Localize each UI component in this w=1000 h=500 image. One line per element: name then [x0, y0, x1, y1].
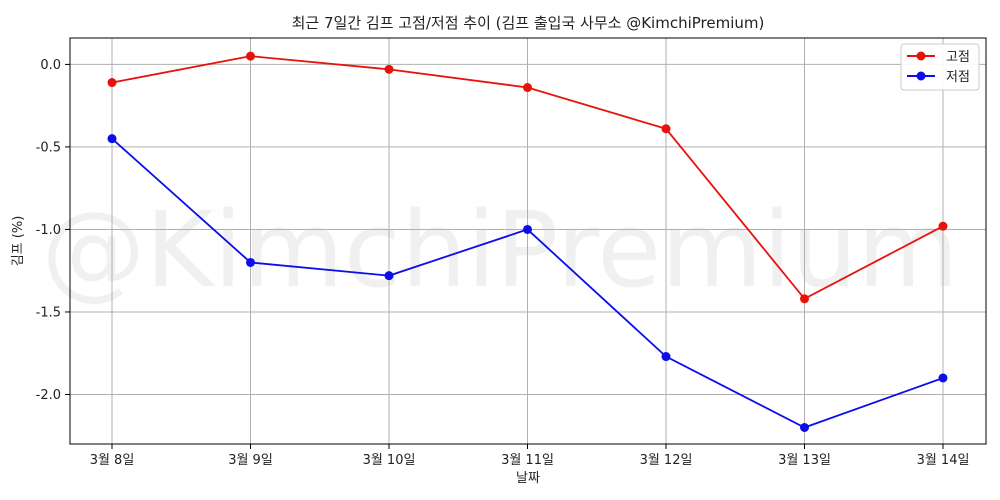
x-tick-label: 3월 11일	[501, 453, 554, 468]
legend: 고점 저점	[900, 43, 980, 91]
y-tick-label: -1.5	[36, 305, 61, 320]
data-point-low	[107, 134, 117, 144]
y-tick-label: -2.0	[36, 388, 61, 403]
x-axis-label: 날짜	[516, 471, 540, 486]
y-tick-label: -1.0	[36, 223, 61, 238]
data-point-high	[523, 83, 532, 93]
data-point-low	[800, 422, 809, 432]
legend-label-high: 고점	[946, 50, 970, 65]
legend-marker-dot-high	[916, 51, 926, 61]
chart-title: 최근 7일간 김프 고점/저점 추이 (김프 출입국 사무소 @KimchiPr…	[292, 14, 765, 32]
series-group	[107, 51, 948, 432]
axis-ticks: 3월 8일 3월 9일 3월 10일 3월 11일 3월 12일 3월 13일 3월 14일…	[36, 58, 970, 468]
data-point-low	[661, 352, 671, 362]
x-tick-label: 3월 14일	[917, 453, 970, 468]
legend-marker-dot-low	[916, 71, 926, 81]
y-tick-label: -0.5	[36, 140, 61, 155]
data-point-low	[523, 224, 532, 234]
data-point-high	[384, 64, 394, 74]
x-tick-label: 3월 12일	[640, 453, 693, 468]
x-tick-label: 3월 8일	[90, 453, 135, 468]
data-point-high	[661, 124, 671, 134]
data-point-low	[384, 271, 394, 281]
data-point-low	[246, 257, 255, 267]
legend-label-low: 저점	[946, 70, 970, 85]
data-point-high	[800, 294, 809, 304]
data-point-high	[107, 78, 117, 88]
x-tick-label: 3월 9일	[228, 453, 273, 468]
x-tick-label: 3월 10일	[363, 453, 416, 468]
data-point-low	[938, 373, 948, 383]
data-point-high	[938, 221, 948, 231]
watermark-text: @KimchiPremium	[41, 189, 958, 311]
y-tick-label: 0.0	[40, 58, 61, 73]
y-axis-label: 김프 (%)	[11, 216, 26, 267]
x-tick-label: 3월 13일	[778, 453, 831, 468]
data-point-high	[246, 51, 255, 61]
